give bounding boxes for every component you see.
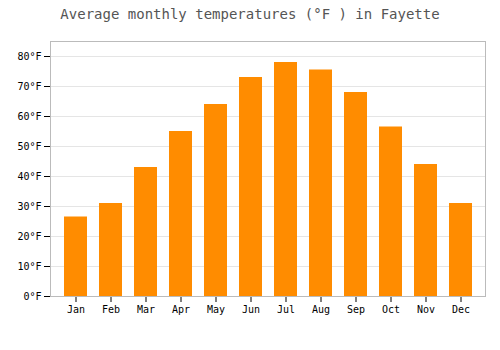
svg-text:Nov: Nov xyxy=(417,304,435,315)
svg-text:50°F: 50°F xyxy=(17,141,41,152)
svg-text:30°F: 30°F xyxy=(17,201,41,212)
svg-text:Jan: Jan xyxy=(67,304,85,315)
svg-text:Aug: Aug xyxy=(312,304,330,315)
svg-text:40°F: 40°F xyxy=(17,171,41,182)
svg-text:Oct: Oct xyxy=(382,304,400,315)
html-text:Average monthly temperatures (: Average monthly temperatures (°F ) in Fa… xyxy=(60,6,440,22)
svg-text:60°F: 60°F xyxy=(17,111,41,122)
svg-text:May: May xyxy=(207,304,225,315)
svg-text:Sep: Sep xyxy=(347,304,365,315)
svg-text:Apr: Apr xyxy=(172,304,190,315)
svg-text:80°F: 80°F xyxy=(17,51,41,62)
svg-text:Jun: Jun xyxy=(242,304,260,315)
svg-text:Feb: Feb xyxy=(102,304,120,315)
svg-text:10°F: 10°F xyxy=(17,261,41,272)
svg-text:0°F: 0°F xyxy=(23,291,41,302)
svg-text:20°F: 20°F xyxy=(17,231,41,242)
svg-text:70°F: 70°F xyxy=(17,81,41,92)
svg-text:Dec: Dec xyxy=(452,304,470,315)
svg-text:Jul: Jul xyxy=(277,304,295,315)
svg-text:Mar: Mar xyxy=(137,304,155,315)
